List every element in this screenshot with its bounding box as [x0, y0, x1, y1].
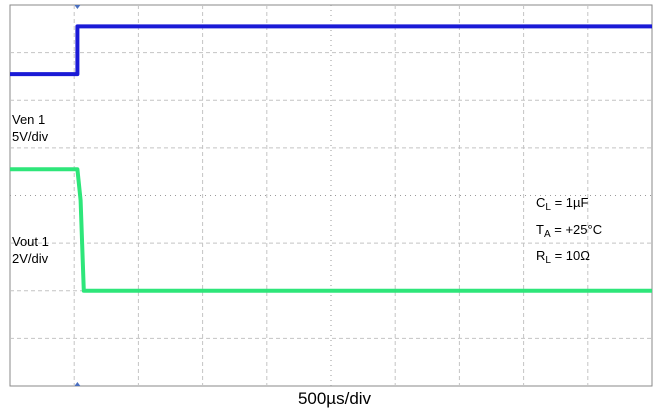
annotation-ta: TA = +25°C [536, 221, 602, 240]
annotation-cl-subscript: L [545, 202, 551, 213]
x-axis-label: 500µs/div [297, 389, 372, 408]
annotation-cl-symbol: C [536, 195, 546, 210]
annotation-ta-symbol: T [536, 222, 544, 237]
annotation-cl-value: = 1µF [550, 195, 589, 210]
annotation-rl-value: = 10Ω [550, 248, 590, 263]
ven1-name: Ven 1 [12, 112, 46, 127]
ven1-scale: 5V/div [12, 129, 49, 144]
annotation-rl-subscript: L [545, 255, 551, 266]
series-trace-1 [10, 24, 652, 77]
annotation-ta-subscript: A [543, 229, 551, 240]
annotation-ta-value: = +25°C [550, 222, 603, 237]
vout1-scale: 2V/div [12, 251, 49, 266]
annotation-cl: CL = 1µF [536, 194, 588, 213]
vout1-channel-label: Vout 1 2V/div [12, 233, 49, 267]
trigger-marker-bottom [74, 382, 81, 386]
vout1-name: Vout 1 [12, 234, 49, 249]
series-trace-2 [10, 167, 652, 293]
ven1-channel-label: Ven 1 5V/div [12, 111, 48, 145]
annotation-rl-symbol: R [536, 248, 546, 263]
trigger-marker-top [74, 5, 81, 9]
annotation-rl: RL = 10Ω [536, 247, 590, 266]
